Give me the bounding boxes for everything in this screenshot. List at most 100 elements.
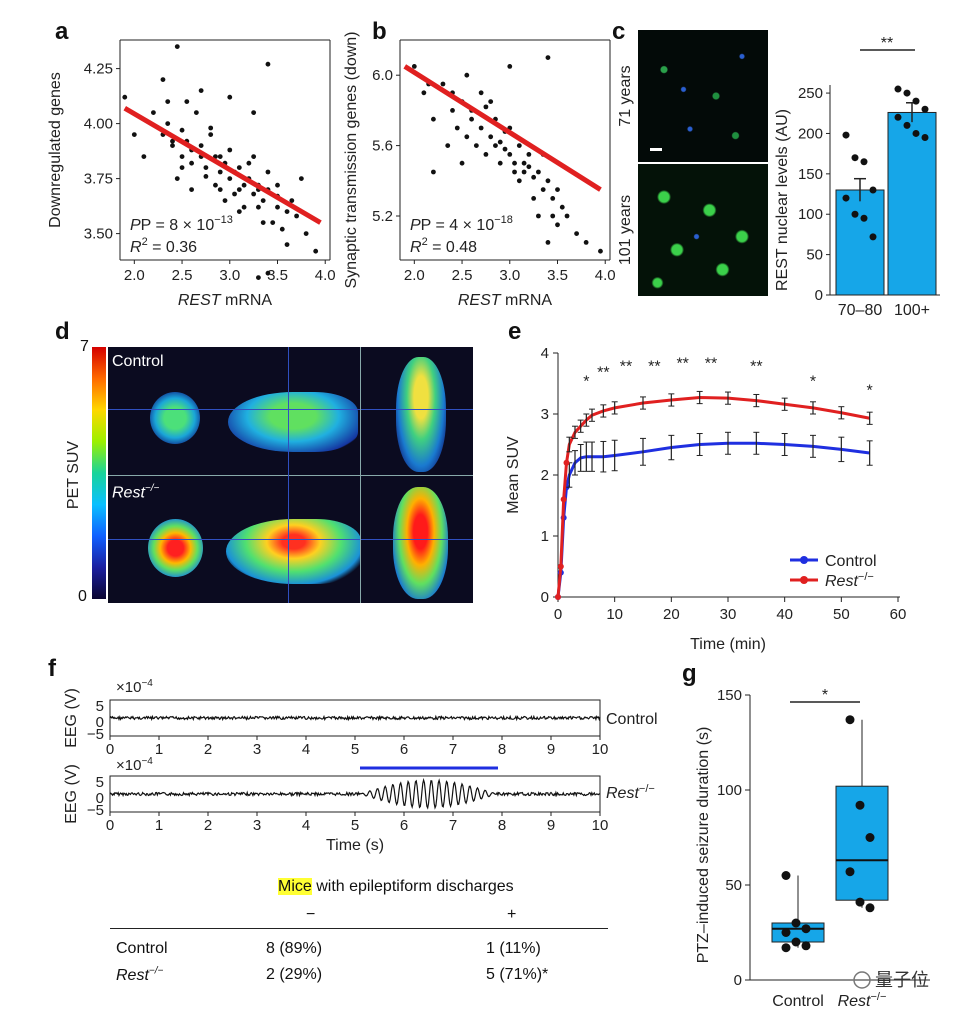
data-point xyxy=(251,191,257,197)
x-tick-rest-g: Rest−/− xyxy=(838,991,887,1010)
x-tick-label: 1 xyxy=(155,817,163,834)
data-point xyxy=(851,210,859,218)
data-point xyxy=(521,160,527,166)
panel-f-label: f xyxy=(48,655,56,682)
col-pos: + xyxy=(507,906,517,923)
data-point xyxy=(241,182,247,188)
age-label-71: 71 years xyxy=(617,65,634,126)
data-point xyxy=(203,165,209,171)
data-point xyxy=(555,222,560,228)
data-point xyxy=(478,90,484,96)
data-point xyxy=(236,165,242,171)
data-point xyxy=(464,72,470,78)
data-point xyxy=(583,240,589,245)
scatter-plot-a: 2.0 2.5 3.0 3.5 4.0 3.50 3.75 4.00 4.25 PP = 8 … xyxy=(47,39,336,309)
y-axis-label-f2: EEG (V) xyxy=(63,764,80,824)
y-tick-label: 3.50 xyxy=(84,226,113,243)
data-point xyxy=(122,94,128,100)
row-neg: 2 (29%) xyxy=(266,966,323,983)
x-tick-label: 9 xyxy=(547,741,555,758)
x-tick-label: 2.5 xyxy=(172,267,193,284)
bar-chart-c: 0 50 100 150 200 250 70–80 100+ ** REST nuclea… xyxy=(774,35,940,319)
data-point xyxy=(560,496,567,503)
r2-value-a: R2 = 0.36 xyxy=(130,236,197,256)
data-point xyxy=(284,209,290,215)
y-tick-label: 4.00 xyxy=(84,116,113,133)
x-tick-label: 3.5 xyxy=(547,267,568,284)
data-point xyxy=(440,81,446,87)
x-tick-label: 6 xyxy=(400,741,408,758)
x-tick-label: 5 xyxy=(351,741,359,758)
x-axis-label-a: REST mRNA xyxy=(178,292,273,309)
data-point xyxy=(781,871,791,880)
p-value-b: PP = 4 × 10−18 xyxy=(410,214,513,234)
micrograph-101-years xyxy=(638,164,768,296)
r2-value-b: R2 = 0.48 xyxy=(410,236,477,256)
data-point xyxy=(845,715,855,725)
data-point xyxy=(227,94,233,100)
data-point xyxy=(912,97,920,105)
y-tick-label: 0 xyxy=(96,790,104,807)
data-point xyxy=(236,187,242,193)
x-tick-label: 3 xyxy=(253,817,261,834)
data-point xyxy=(507,64,513,69)
x-tick-control-g: Control xyxy=(772,993,824,1010)
y-axis-label-b: Synaptic transmission genes (down) xyxy=(343,31,360,288)
data-point xyxy=(851,154,859,162)
data-point xyxy=(563,459,570,466)
data-point xyxy=(550,213,556,219)
x-tick-label: 100+ xyxy=(894,302,930,319)
x-tick-label: 7 xyxy=(449,741,457,758)
data-point xyxy=(781,928,791,937)
x-axis-label-e: Time (min) xyxy=(690,636,766,653)
y-axis-label-c: REST nuclear levels (AU) xyxy=(774,109,791,291)
fit-line-a xyxy=(123,106,322,225)
data-point xyxy=(860,158,868,166)
pet-scan-images: Control Rest−/− xyxy=(108,347,473,603)
data-point xyxy=(855,800,865,810)
data-point xyxy=(531,174,537,180)
row-pos: 5 (71%)* xyxy=(486,966,549,983)
x-tick-label: 30 xyxy=(720,606,737,623)
row-neg: 8 (89%) xyxy=(266,940,323,957)
y-axis-label-e: Mean SUV xyxy=(505,436,522,514)
table-rule xyxy=(110,928,608,929)
data-point xyxy=(165,99,171,104)
age-label-101: 101 years xyxy=(617,195,634,265)
y-tick-label: 6.0 xyxy=(372,67,393,84)
pet-colorbar xyxy=(92,347,106,599)
bar xyxy=(887,111,937,296)
data-point xyxy=(198,88,204,93)
significance-stars: ** xyxy=(648,358,660,375)
significance-stars: * xyxy=(810,374,816,391)
data-point xyxy=(222,198,228,204)
data-point xyxy=(869,233,877,241)
data-point xyxy=(174,44,180,49)
data-point xyxy=(516,178,522,184)
x-tick-label: 60 xyxy=(890,606,907,623)
data-point xyxy=(217,187,223,193)
eeg-trace-control xyxy=(109,714,601,722)
data-point xyxy=(279,226,285,232)
data-point xyxy=(203,174,209,179)
legend-control: Control xyxy=(825,553,877,570)
data-point xyxy=(791,937,801,947)
x-tick-label: 0 xyxy=(554,606,562,623)
scale-bar xyxy=(650,148,662,151)
data-point xyxy=(217,169,223,175)
data-point xyxy=(260,220,266,226)
data-point xyxy=(421,90,427,96)
x-tick-label: 1 xyxy=(155,741,163,758)
x-tick-label: 0 xyxy=(106,741,114,758)
data-point xyxy=(545,240,551,245)
data-point xyxy=(459,160,465,166)
data-point xyxy=(791,918,801,928)
y-axis-label-a: Downregulated genes xyxy=(47,72,64,228)
data-point xyxy=(801,924,811,934)
row-name: Control xyxy=(116,940,168,957)
data-point xyxy=(227,176,233,182)
data-point xyxy=(236,209,242,215)
data-point xyxy=(431,169,436,175)
y-tick-label: 3.75 xyxy=(84,171,113,188)
data-point xyxy=(193,110,199,115)
